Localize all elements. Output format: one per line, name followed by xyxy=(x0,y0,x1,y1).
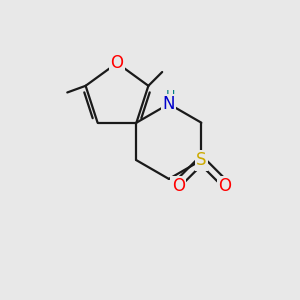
Text: H: H xyxy=(166,89,175,102)
Text: O: O xyxy=(218,177,231,195)
Text: N: N xyxy=(163,95,175,113)
Text: S: S xyxy=(196,151,207,169)
Text: O: O xyxy=(110,54,124,72)
Text: O: O xyxy=(172,177,185,195)
